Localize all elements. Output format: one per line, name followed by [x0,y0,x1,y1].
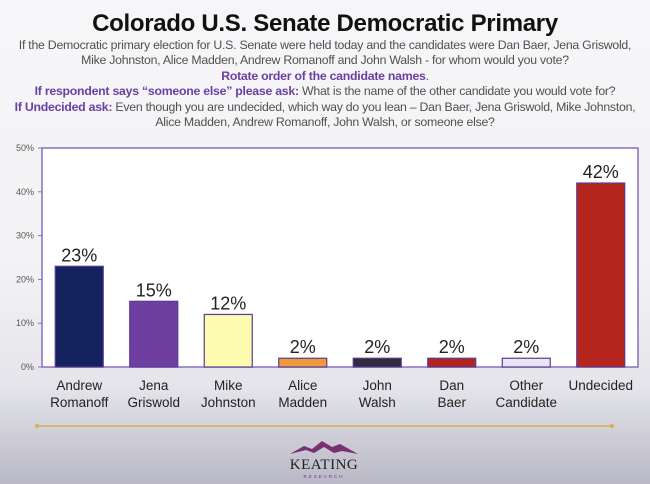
logo-name: KEATING [290,457,359,473]
data-label: 2% [290,337,316,357]
question-main: If the Democratic primary election for U… [18,38,632,68]
bar [54,265,104,368]
data-label: 2% [364,337,390,357]
bar [129,300,179,368]
y-tick-label: 40% [16,187,34,197]
bar-chart: 0% 10% 20% 30% 40% 50% 23% Andrew Romanoff 15% Jen… [16,143,639,428]
keating-research-logo: KEATING RESEARCH [290,441,359,479]
data-label: 23% [61,245,97,265]
x-tick-label: Other [509,378,543,393]
divider-end-dot [610,424,614,428]
data-label: 2% [513,337,539,357]
mountain-icon [290,441,358,454]
x-tick-label: Romanoff [50,395,109,410]
y-tick-label: 10% [16,318,34,328]
bar [203,313,253,368]
x-tick-label: Johnston [201,395,256,410]
x-tick-label: Madden [278,395,327,410]
x-tick-label: Mike [214,378,243,393]
rotate-note: Rotate order of the candidate names [221,68,426,83]
bar [278,357,328,368]
bar [576,182,626,368]
chart-title: Colorado U.S. Senate Democratic Primary [92,10,558,37]
y-tick-label: 30% [16,231,34,241]
x-tick-label: Undecided [568,378,633,393]
x-tick-label: Alice [288,378,317,393]
x-tick-label: Jena [139,378,169,393]
y-tick-label: 20% [16,274,34,284]
question-text: If the Democratic primary election for U… [10,38,640,130]
y-tick-label: 0% [21,362,34,372]
bar [501,357,551,368]
undecided-prompt: If Undecided ask: [14,99,113,114]
logo-subtitle: RESEARCH [303,474,344,479]
bar [427,357,477,368]
x-tick-label: Walsh [359,395,396,410]
someone-else-text: What is the name of the other candidate … [298,84,616,99]
x-tick-label: Baer [437,395,466,410]
y-tick-label: 50% [16,143,34,153]
x-tick-label: Andrew [56,378,102,393]
undecided-text: Even though you are undecided, which way… [112,99,636,130]
data-label: 2% [439,337,465,357]
rotate-period: . [425,68,429,83]
data-label: 42% [583,162,619,182]
x-tick-label: Candidate [495,395,557,410]
data-label: 12% [210,293,246,313]
someone-else-prompt: If respondent says “someone else” please… [34,84,299,99]
data-label: 15% [136,280,172,300]
x-tick-label: Dan [439,378,464,393]
divider-end-dot [35,424,39,428]
x-tick-label: John [363,378,392,393]
bar [352,357,402,368]
x-tick-label: Griswold [127,395,180,410]
